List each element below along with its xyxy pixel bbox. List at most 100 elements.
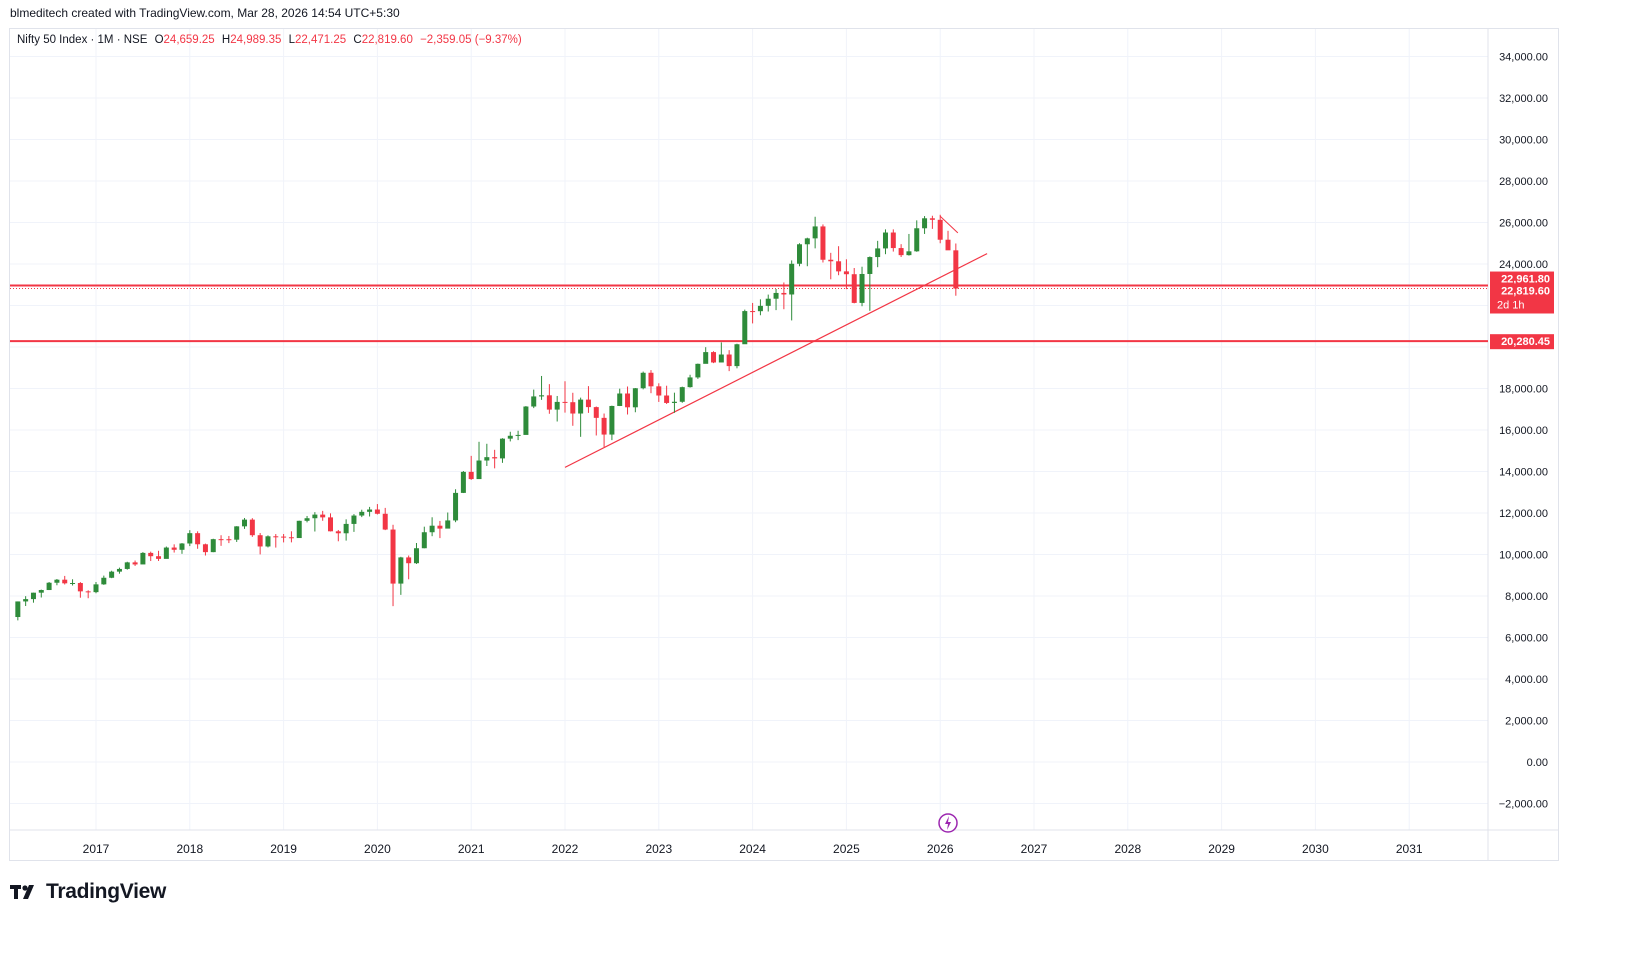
candle-body[interactable] <box>187 533 193 544</box>
candle-body[interactable] <box>484 457 490 461</box>
candle-body[interactable] <box>38 590 44 593</box>
candle-body[interactable] <box>179 543 185 550</box>
candle-body[interactable] <box>460 471 466 493</box>
candle-body[interactable] <box>664 395 670 403</box>
candle-body[interactable] <box>523 406 529 435</box>
candle-body[interactable] <box>476 460 482 480</box>
candle-body[interactable] <box>656 386 662 396</box>
candle-body[interactable] <box>163 547 169 559</box>
candle-body[interactable] <box>124 562 130 569</box>
candle-body[interactable] <box>421 532 427 549</box>
candle-body[interactable] <box>531 396 537 407</box>
candle-body[interactable] <box>288 537 294 539</box>
candle-body[interactable] <box>70 583 76 585</box>
candle-body[interactable] <box>515 434 521 436</box>
candle-body[interactable] <box>671 401 677 403</box>
candle-body[interactable] <box>195 533 201 545</box>
candle-body[interactable] <box>578 399 584 414</box>
candle-body[interactable] <box>492 457 498 459</box>
candle-body[interactable] <box>757 305 763 312</box>
candle-body[interactable] <box>15 601 21 618</box>
candle-body[interactable] <box>554 401 560 410</box>
candle-body[interactable] <box>445 520 451 529</box>
candle-body[interactable] <box>335 531 341 534</box>
candle-body[interactable] <box>85 591 91 593</box>
candle-body[interactable] <box>843 271 849 275</box>
candle-body[interactable] <box>328 517 333 532</box>
candle-body[interactable] <box>765 298 771 306</box>
candle-body[interactable] <box>23 599 29 602</box>
candle-body[interactable] <box>820 226 826 260</box>
candle-body[interactable] <box>929 218 935 220</box>
candle-body[interactable] <box>499 438 505 459</box>
candle-body[interactable] <box>640 372 646 389</box>
candle-body[interactable] <box>406 557 412 564</box>
candle-body[interactable] <box>882 232 888 249</box>
candle-body[interactable] <box>632 388 638 408</box>
candle-body[interactable] <box>601 417 607 435</box>
candle-body[interactable] <box>257 535 263 547</box>
candle-body[interactable] <box>343 523 349 534</box>
candle-body[interactable] <box>116 568 122 572</box>
candle-body[interactable] <box>390 529 396 584</box>
candle-body[interactable] <box>742 311 748 345</box>
candle-body[interactable] <box>750 311 756 313</box>
candle-body[interactable] <box>296 520 302 539</box>
candle-body[interactable] <box>140 552 146 565</box>
candle-body[interactable] <box>62 579 68 584</box>
candle-body[interactable] <box>539 395 545 397</box>
candle-body[interactable] <box>171 547 177 550</box>
candle-body[interactable] <box>617 393 623 406</box>
candle-body[interactable] <box>851 274 857 303</box>
candle-body[interactable] <box>398 557 404 584</box>
candle-body[interactable] <box>953 250 959 289</box>
candle-body[interactable] <box>546 395 552 410</box>
candle-body[interactable] <box>281 536 287 538</box>
candle-body[interactable] <box>156 556 162 559</box>
candle-body[interactable] <box>859 273 865 303</box>
candle-body[interactable] <box>30 592 36 600</box>
candle-body[interactable] <box>382 513 388 530</box>
candle-body[interactable] <box>906 251 912 256</box>
candle-body[interactable] <box>562 401 568 403</box>
candle-body[interactable] <box>804 238 810 245</box>
candle-body[interactable] <box>320 514 326 518</box>
candle-body[interactable] <box>93 584 99 593</box>
candle-body[interactable] <box>312 514 318 519</box>
candle-body[interactable] <box>789 263 795 295</box>
candle-body[interactable] <box>679 387 685 402</box>
candle-body[interactable] <box>570 402 576 414</box>
candle-body[interactable] <box>734 344 740 367</box>
candle-body[interactable] <box>812 226 818 239</box>
candle-body[interactable] <box>937 219 943 240</box>
trendline[interactable] <box>564 253 988 468</box>
candle-body[interactable] <box>836 261 842 272</box>
candle-body[interactable] <box>148 552 154 557</box>
candle-body[interactable] <box>226 539 232 541</box>
tradingview-brand[interactable]: TradingView <box>10 880 166 904</box>
candle-body[interactable] <box>898 248 904 256</box>
candle-body[interactable] <box>797 244 802 264</box>
candle-body[interactable] <box>273 536 279 538</box>
symbol-label[interactable]: Nifty 50 Index · 1M · NSE <box>17 34 148 46</box>
candle-body[interactable] <box>718 354 724 363</box>
candle-body[interactable] <box>374 509 380 514</box>
candle-body[interactable] <box>367 509 373 512</box>
candle-body[interactable] <box>687 377 693 388</box>
candle-body[interactable] <box>234 526 240 540</box>
candle-body[interactable] <box>109 571 115 578</box>
candle-body[interactable] <box>875 248 881 258</box>
candle-body[interactable] <box>828 259 834 262</box>
candle-body[interactable] <box>781 292 787 295</box>
candle-body[interactable] <box>711 352 717 363</box>
candle-body[interactable] <box>351 515 357 524</box>
candle-body[interactable] <box>625 393 631 408</box>
candle-body[interactable] <box>101 577 107 585</box>
candle-body[interactable] <box>54 579 60 583</box>
candle-body[interactable] <box>242 519 248 527</box>
candle-body[interactable] <box>437 525 443 529</box>
candle-body[interactable] <box>703 352 709 364</box>
candle-body[interactable] <box>773 292 779 299</box>
candle-body[interactable] <box>218 539 224 541</box>
